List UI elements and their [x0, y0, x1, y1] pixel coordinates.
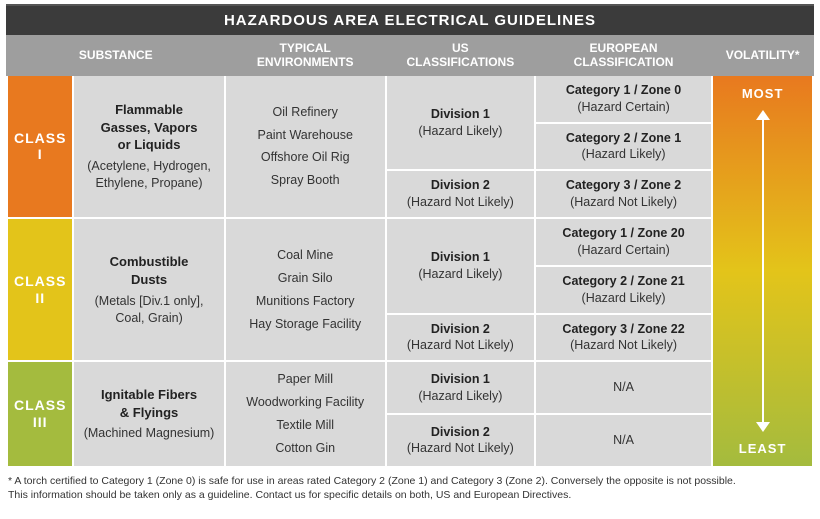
class-code: CLASS: [8, 273, 72, 290]
us-cell: Division 1 (Hazard Likely): [386, 75, 535, 171]
env-item: Woodworking Facility: [230, 391, 381, 414]
eu-na: N/A: [613, 380, 634, 394]
substance-title: FlammableGasses, Vaporsor Liquids: [101, 102, 198, 153]
eu-category: Category 2 / Zone 21: [562, 274, 684, 288]
col-env: TYPICALENVIRONMENTS: [225, 36, 386, 75]
eu-hazard: (Hazard Certain): [577, 100, 669, 114]
col-us: USCLASSIFICATIONS: [386, 36, 535, 75]
eu-na: N/A: [613, 433, 634, 447]
us-cell: Division 2 (Hazard Not Likely): [386, 314, 535, 362]
env-item: Cotton Gin: [230, 437, 381, 460]
eu-hazard: (Hazard Likely): [582, 147, 666, 161]
eu-cell: N/A: [535, 361, 712, 414]
substance-title: CombustibleDusts: [110, 254, 189, 287]
us-cell: Division 2 (Hazard Not Likely): [386, 170, 535, 218]
eu-category: Category 3 / Zone 22: [562, 322, 684, 336]
eu-cell: N/A: [535, 414, 712, 467]
eu-category: Category 1 / Zone 0: [566, 83, 681, 97]
substance-cell: Ignitable Fibers& Flyings (Machined Magne…: [73, 361, 224, 467]
class-label: CLASSIII: [7, 361, 73, 467]
eu-category: Category 1 / Zone 20: [562, 226, 684, 240]
environments-cell: Oil RefineryPaint WarehouseOffshore Oil …: [225, 75, 386, 218]
eu-cell: Category 3 / Zone 2 (Hazard Not Likely): [535, 170, 712, 218]
us-division: Division 1: [431, 250, 490, 264]
us-hazard: (Hazard Not Likely): [407, 338, 514, 352]
substance-title: Ignitable Fibers& Flyings: [101, 387, 197, 420]
col-eu: EUROPEANCLASSIFICATION: [535, 36, 712, 75]
eu-cell: Category 1 / Zone 0 (Hazard Certain): [535, 75, 712, 123]
us-division: Division 2: [431, 425, 490, 439]
us-division: Division 1: [431, 372, 490, 386]
us-hazard: (Hazard Likely): [418, 267, 502, 281]
eu-category: Category 3 / Zone 2: [566, 178, 681, 192]
volatility-most: MOST: [713, 86, 812, 101]
us-division: Division 2: [431, 178, 490, 192]
eu-hazard: (Hazard Certain): [577, 243, 669, 257]
eu-cell: Category 3 / Zone 22 (Hazard Not Likely): [535, 314, 712, 362]
env-item: Textile Mill: [230, 414, 381, 437]
eu-hazard: (Hazard Not Likely): [570, 338, 677, 352]
class-number: II: [8, 290, 72, 307]
col-substance: SUBSTANCE: [7, 36, 225, 75]
eu-hazard: (Hazard Likely): [582, 291, 666, 305]
page-title: HAZARDOUS AREA ELECTRICAL GUIDELINES: [6, 4, 814, 35]
us-hazard: (Hazard Likely): [418, 124, 502, 138]
env-item: Oil Refinery: [230, 101, 381, 124]
class-number: I: [8, 146, 72, 163]
eu-hazard: (Hazard Not Likely): [570, 195, 677, 209]
class-label: CLASSII: [7, 218, 73, 361]
guidelines-table: SUBSTANCETYPICALENVIRONMENTSUSCLASSIFICA…: [6, 35, 814, 468]
eu-cell: Category 1 / Zone 20 (Hazard Certain): [535, 218, 712, 266]
substance-examples: (Metals [Div.1 only], Coal, Grain): [78, 293, 219, 327]
env-item: Munitions Factory: [230, 290, 381, 313]
env-item: Paper Mill: [230, 368, 381, 391]
class-code: CLASS: [8, 397, 72, 414]
eu-cell: Category 2 / Zone 21 (Hazard Likely): [535, 266, 712, 314]
env-item: Hay Storage Facility: [230, 313, 381, 336]
environments-cell: Coal MineGrain SiloMunitions FactoryHay …: [225, 218, 386, 361]
class-number: III: [8, 414, 72, 431]
substance-examples: (Machined Magnesium): [78, 425, 219, 442]
env-item: Spray Booth: [230, 169, 381, 192]
environments-cell: Paper MillWoodworking FacilityTextile Mi…: [225, 361, 386, 467]
volatility-cell: MOST LEAST: [712, 75, 813, 467]
us-division: Division 2: [431, 322, 490, 336]
env-item: Coal Mine: [230, 244, 381, 267]
env-item: Paint Warehouse: [230, 124, 381, 147]
class-label: CLASSI: [7, 75, 73, 218]
eu-category: Category 2 / Zone 1: [566, 131, 681, 145]
eu-cell: Category 2 / Zone 1 (Hazard Likely): [535, 123, 712, 171]
us-cell: Division 2 (Hazard Not Likely): [386, 414, 535, 467]
us-hazard: (Hazard Likely): [418, 389, 502, 403]
volatility-least: LEAST: [713, 441, 812, 456]
volatility-arrow-icon: [756, 110, 770, 432]
col-volatility: VOLATILITY*: [712, 36, 813, 75]
us-division: Division 1: [431, 107, 490, 121]
env-item: Offshore Oil Rig: [230, 146, 381, 169]
us-cell: Division 1 (Hazard Likely): [386, 361, 535, 414]
us-hazard: (Hazard Not Likely): [407, 195, 514, 209]
class-code: CLASS: [8, 130, 72, 147]
us-hazard: (Hazard Not Likely): [407, 441, 514, 455]
substance-cell: FlammableGasses, Vaporsor Liquids (Acetyl…: [73, 75, 224, 218]
env-item: Grain Silo: [230, 267, 381, 290]
us-cell: Division 1 (Hazard Likely): [386, 218, 535, 314]
substance-examples: (Acetylene, Hydrogen, Ethylene, Propane): [78, 158, 219, 192]
substance-cell: CombustibleDusts (Metals [Div.1 only], Co…: [73, 218, 224, 361]
footnote: * A torch certified to Category 1 (Zone …: [6, 468, 814, 512]
